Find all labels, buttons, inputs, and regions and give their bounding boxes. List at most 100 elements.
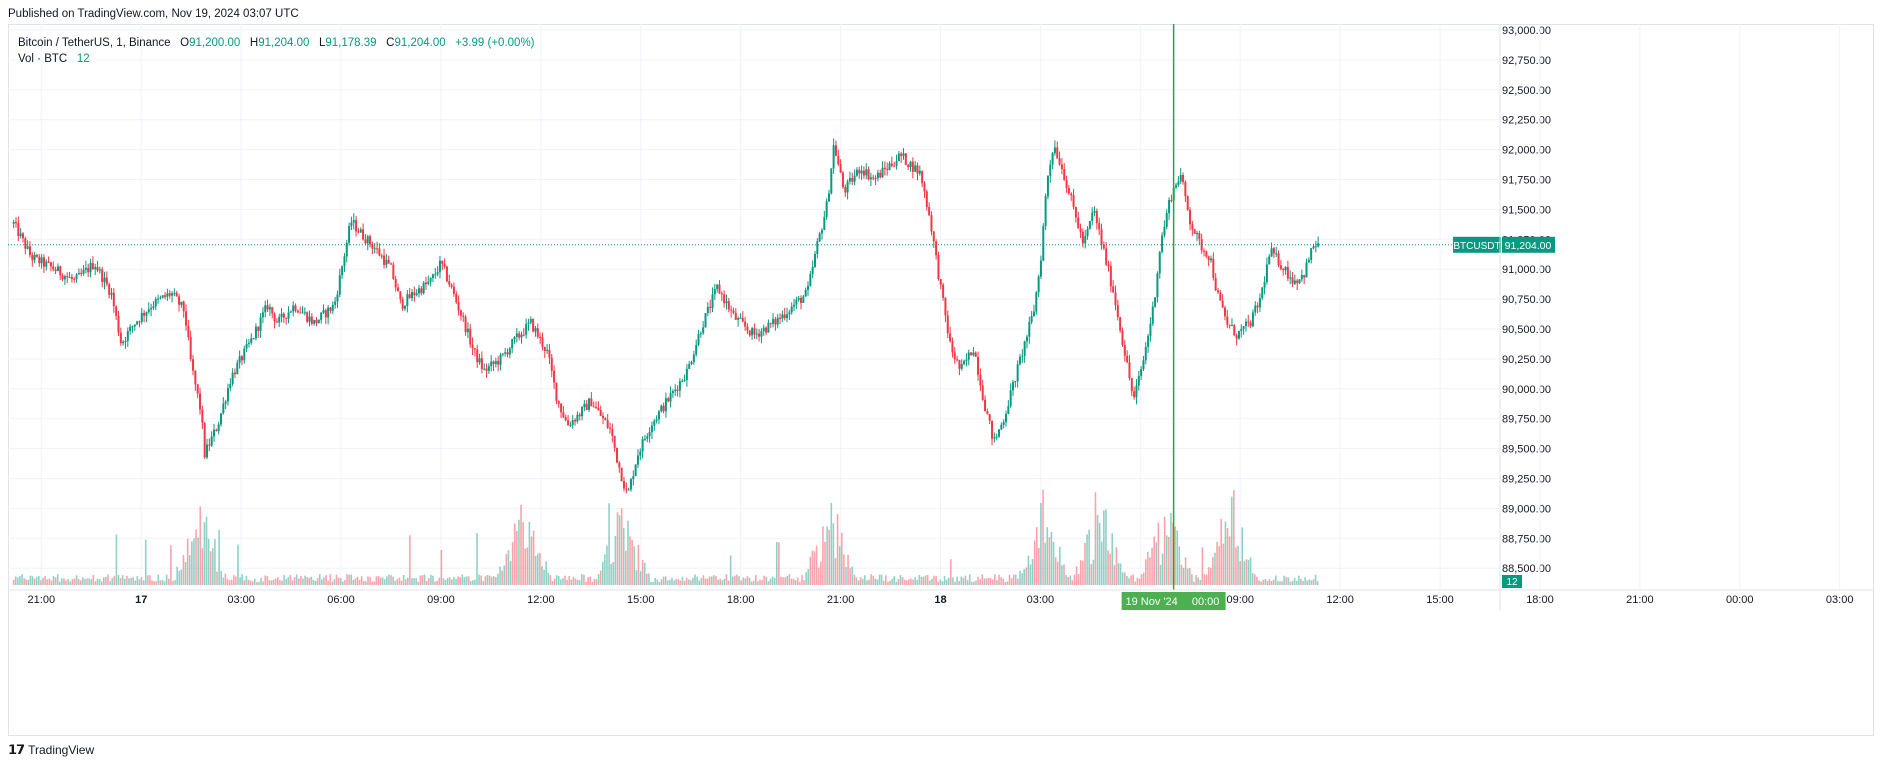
volume-bar xyxy=(851,566,854,585)
candle-body xyxy=(583,403,586,408)
volume-bar xyxy=(956,576,958,585)
candle-body xyxy=(45,261,48,267)
volume-bar xyxy=(1027,555,1030,585)
volume-bar xyxy=(459,577,462,585)
candle-body xyxy=(49,262,52,267)
candle-body xyxy=(851,178,854,182)
volume-bar xyxy=(92,574,95,585)
volume-bar xyxy=(710,576,713,585)
candle-body xyxy=(786,314,789,318)
volume-bar xyxy=(392,576,394,585)
volume-bar xyxy=(1277,581,1279,585)
candle-body xyxy=(769,322,772,324)
volume-bar xyxy=(455,578,457,585)
candle-body xyxy=(392,264,395,280)
close-label: C xyxy=(386,37,395,49)
volume-bar xyxy=(910,578,912,585)
candle-body xyxy=(229,383,232,389)
volume-bar xyxy=(950,559,952,585)
chart-panel[interactable] xyxy=(8,24,1874,736)
candle-body xyxy=(867,169,870,180)
volume-bar xyxy=(1189,568,1191,585)
candle-body xyxy=(788,312,791,315)
volume-bar xyxy=(568,576,571,585)
volume-bar xyxy=(1035,527,1038,585)
volume-bar xyxy=(1270,580,1273,585)
time-tick-label: 18:00 xyxy=(727,594,755,606)
candle-body xyxy=(928,207,931,216)
candle-body xyxy=(1060,164,1063,170)
candle-body xyxy=(560,403,563,413)
volume-bar xyxy=(1059,546,1061,585)
candle-body xyxy=(126,331,129,341)
candle-body xyxy=(1130,378,1133,392)
volume-bar xyxy=(562,578,564,585)
candle-body xyxy=(1209,258,1212,261)
candle-body xyxy=(723,294,726,304)
candle-body xyxy=(387,259,390,264)
volume-bar xyxy=(155,581,158,585)
volume-bar xyxy=(922,576,925,585)
volume-bar xyxy=(381,577,384,585)
volume-bar xyxy=(1111,533,1114,585)
candle-body xyxy=(226,388,229,402)
volume-bar xyxy=(285,579,288,585)
candle-body xyxy=(699,333,702,335)
time-tick-label: 12:00 xyxy=(1326,594,1354,606)
candle-body xyxy=(1042,226,1045,261)
candle-body xyxy=(1223,307,1226,317)
volume-bar xyxy=(920,576,923,585)
candle-body xyxy=(1303,274,1306,278)
candle-body xyxy=(963,360,966,365)
volume-bar xyxy=(427,578,430,585)
candle-body xyxy=(522,334,525,336)
candle-body xyxy=(1135,385,1138,398)
candle-body xyxy=(289,311,292,313)
volume-bar xyxy=(73,578,76,585)
volume-bar xyxy=(115,534,118,585)
volume-bar xyxy=(924,575,927,585)
candle-body xyxy=(1011,382,1014,391)
candle-body xyxy=(1189,209,1192,225)
volume-bar xyxy=(1144,559,1147,585)
volume-bar xyxy=(836,514,839,585)
price-tick-label: 91,000.00 xyxy=(1502,264,1551,276)
candle-body xyxy=(615,447,618,463)
candle-body xyxy=(404,306,407,309)
candle-body xyxy=(98,269,101,271)
volume-bar xyxy=(1174,526,1176,585)
volume-bar xyxy=(947,577,950,585)
volume-bar xyxy=(994,574,996,585)
candle-body xyxy=(287,312,290,319)
volume-bar xyxy=(471,580,474,585)
candle-body xyxy=(1221,300,1224,308)
volume-bar xyxy=(748,577,751,585)
tradingview-footer[interactable]: 𝟭𝟳 TradingView xyxy=(8,742,94,758)
volume-bar xyxy=(700,578,703,585)
volume-bar xyxy=(484,576,487,585)
candle-body xyxy=(571,419,574,426)
candle-body xyxy=(837,155,840,165)
volume-bar xyxy=(170,545,172,585)
volume-bar xyxy=(830,502,833,585)
volume-bar xyxy=(622,528,625,585)
candle-body xyxy=(874,178,877,180)
candle-body xyxy=(82,269,85,274)
candle-body xyxy=(1021,355,1024,357)
volume-bar xyxy=(985,578,988,585)
candle-body xyxy=(902,153,905,156)
candle-body xyxy=(678,381,681,391)
candle-body xyxy=(622,481,625,489)
candle-body xyxy=(21,233,24,239)
volume-bar xyxy=(650,581,652,585)
candle-body xyxy=(1165,213,1168,227)
volume-bar xyxy=(430,574,432,585)
candle-body xyxy=(564,417,567,421)
candle-body xyxy=(1270,248,1273,257)
volume-bar xyxy=(991,579,994,585)
volume-bar xyxy=(635,570,638,585)
time-tick-label: 03:00 xyxy=(1826,594,1854,606)
volume-bar xyxy=(1170,513,1172,585)
volume-bar xyxy=(497,573,499,585)
